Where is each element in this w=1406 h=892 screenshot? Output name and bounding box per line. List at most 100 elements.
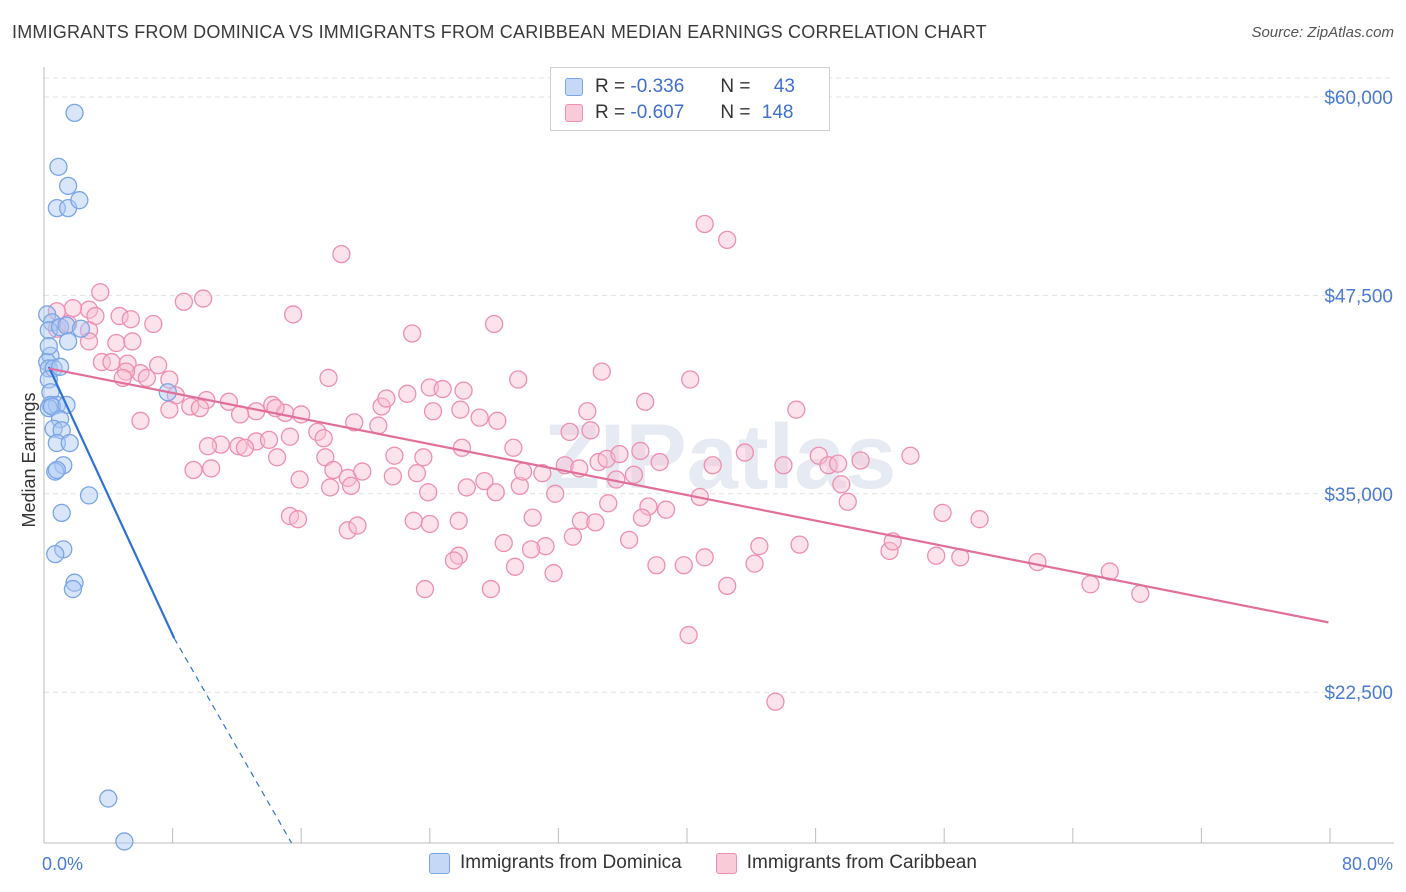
caribbean-point-4 <box>174 292 194 311</box>
caribbean-point-124 <box>288 510 308 529</box>
caribbean-point-151 <box>745 554 764 573</box>
caribbean-point-154 <box>544 564 563 583</box>
caribbean-point-107 <box>624 465 644 484</box>
caribbean-point-101 <box>510 476 529 496</box>
caribbean-point-108 <box>290 470 309 489</box>
caribbean-point-119 <box>832 475 851 494</box>
caribbean-point-98 <box>383 467 402 486</box>
dominica-point-40 <box>99 789 118 808</box>
trend-line-dominica-extension <box>173 637 293 844</box>
caribbean-point-18 <box>402 324 422 343</box>
caribbean-point-129 <box>571 511 591 530</box>
caribbean-point-66 <box>280 427 300 446</box>
caribbean-point-57 <box>131 411 150 430</box>
caribbean-point-111 <box>419 483 438 502</box>
caribbean-point-64 <box>560 422 579 442</box>
dominica-point-41 <box>115 832 134 851</box>
caribbean-point-115 <box>599 494 618 513</box>
caribbean-point-15 <box>121 310 140 329</box>
caribbean-point-61 <box>369 416 388 435</box>
caribbean-point-130 <box>586 513 605 532</box>
caribbean-point-133 <box>348 516 367 535</box>
dominica-point-1 <box>49 157 68 176</box>
caribbean-point-132 <box>338 521 357 540</box>
caribbean-point-121 <box>933 503 952 523</box>
y-tick-label-0: $22,500 <box>1324 683 1393 704</box>
caribbean-point-74 <box>267 448 287 467</box>
dominica-point-5 <box>70 191 89 210</box>
caribbean-point-113 <box>486 483 505 502</box>
caribbean-point-70 <box>229 437 248 456</box>
caribbean-point-103 <box>533 464 552 483</box>
y-tick-label-1: $35,000 <box>1324 485 1393 506</box>
series-legend-swatch-dominica <box>429 852 451 874</box>
legend-n-label: N = <box>720 102 751 123</box>
caribbean-point-36 <box>433 379 452 399</box>
caribbean-point-117 <box>656 500 676 519</box>
caribbean-point-21 <box>123 332 142 351</box>
caribbean-point-33 <box>509 370 528 389</box>
caribbean-point-135 <box>536 537 555 556</box>
legend-n-value: 148 <box>761 102 794 123</box>
caribbean-point-77 <box>414 448 433 467</box>
legend-r-value: -0.607 <box>630 102 685 123</box>
series-caribbean-points <box>47 214 1150 711</box>
caribbean-point-147 <box>505 557 525 576</box>
caribbean-point-161 <box>766 692 785 711</box>
caribbean-point-86 <box>735 443 755 462</box>
dominica-point-0 <box>65 103 84 123</box>
caribbean-point-26 <box>148 356 168 375</box>
caribbean-point-149 <box>674 556 693 575</box>
watermark: ZIPatlas <box>544 406 897 508</box>
y-tick-labels: $22,500 $35,000 $47,500 $60,000 <box>1324 88 1393 704</box>
legend-r-label: R = <box>595 102 626 123</box>
caribbean-point-9 <box>110 306 129 326</box>
caribbean-point-99 <box>407 464 427 483</box>
legend-row-caribbean: R = -0.607 N = 148 <box>565 101 793 125</box>
series-legend-dominica: Immigrants from Dominica <box>429 852 682 874</box>
legend-swatch-caribbean <box>565 104 583 122</box>
caribbean-point-23 <box>102 352 121 372</box>
caribbean-point-63 <box>488 411 507 430</box>
series-legend-label-dominica: Immigrants from Dominica <box>460 852 682 873</box>
grid-lines <box>44 77 1394 693</box>
correlation-legend: R = -0.336 N = 43 R = -0.607 N = 148 <box>550 67 830 131</box>
caribbean-point-38 <box>454 381 473 400</box>
caribbean-point-20 <box>107 333 126 353</box>
caribbean-point-155 <box>415 579 435 599</box>
caribbean-point-131 <box>632 508 652 527</box>
caribbean-point-59 <box>345 413 364 432</box>
caribbean-point-114 <box>546 484 565 503</box>
caribbean-point-97 <box>353 462 372 481</box>
caribbean-point-76 <box>385 446 404 465</box>
caribbean-point-157 <box>718 576 737 596</box>
caribbean-point-152 <box>1028 552 1047 572</box>
caribbean-point-52 <box>423 402 443 421</box>
dominica-point-35 <box>52 503 71 523</box>
axes <box>43 67 1394 844</box>
x-tick-label-min: 0.0% <box>42 854 83 874</box>
legend-n-value: 43 <box>773 76 795 97</box>
dominica-point-37 <box>46 544 65 564</box>
caribbean-point-72 <box>235 438 255 457</box>
caribbean-point-128 <box>523 508 542 527</box>
series-legend-label-caribbean: Immigrants from Caribbean <box>746 852 977 873</box>
dominica-point-8 <box>39 321 58 340</box>
caribbean-point-56 <box>787 400 806 419</box>
caribbean-point-110 <box>341 476 361 496</box>
y-axis-label: Median Earnings <box>19 392 39 527</box>
caribbean-point-51 <box>377 389 396 408</box>
caribbean-point-85 <box>703 456 722 475</box>
caribbean-point-159 <box>1131 584 1150 603</box>
caribbean-point-44 <box>160 400 179 419</box>
caribbean-point-54 <box>578 402 597 421</box>
chart-title: IMMIGRANTS FROM DOMINICA VS IMMIGRANTS F… <box>12 22 987 42</box>
dominica-point-11 <box>71 319 91 338</box>
trend-line-dominica <box>47 366 176 639</box>
caribbean-point-84 <box>650 452 669 472</box>
caribbean-point-78 <box>452 438 472 457</box>
dominica-point-39 <box>63 579 83 599</box>
dominica-point-12 <box>58 332 78 351</box>
dominica-point-10 <box>57 316 76 335</box>
series-legend-swatch-caribbean <box>715 852 737 874</box>
